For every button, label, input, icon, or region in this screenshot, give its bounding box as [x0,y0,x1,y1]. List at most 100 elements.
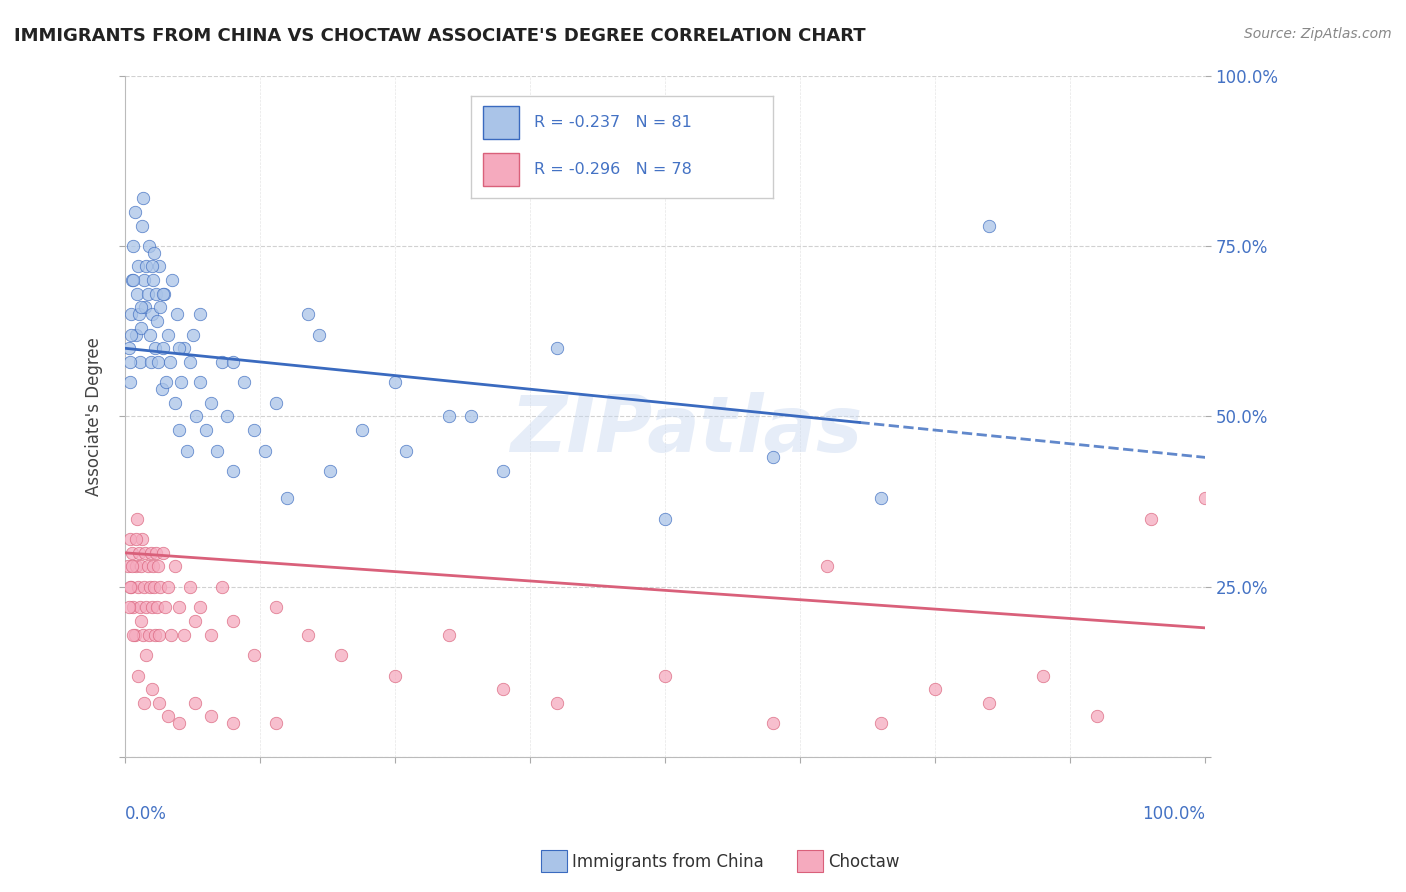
Point [125,286,148,301]
Point [129,600,152,615]
Point [127,260,149,274]
Point [145,286,167,301]
Point [142,273,165,287]
Point [143,580,166,594]
Point [232,376,254,390]
Point [118,600,141,615]
Point [152,286,174,301]
Point [120,327,142,342]
Point [1032,668,1054,682]
Point [146,314,169,328]
Point [492,464,515,478]
Point [148,628,170,642]
Point [122,273,145,287]
Point [135,600,157,615]
Point [149,580,172,594]
Text: 100.0%: 100.0% [1142,805,1205,823]
Point [128,307,150,321]
Point [762,716,785,731]
Point [121,546,143,560]
Point [124,628,146,642]
Text: IMMIGRANTS FROM CHINA VS CHOCTAW ASSOCIATE'S DEGREE CORRELATION CHART: IMMIGRANTS FROM CHINA VS CHOCTAW ASSOCIA… [14,27,866,45]
Point [157,709,180,723]
Point [184,614,207,628]
Point [135,260,157,274]
Point [149,301,172,315]
Point [222,355,245,369]
Point [200,396,222,410]
Point [129,301,152,315]
Point [148,559,170,574]
Point [167,716,190,731]
Point [276,491,298,506]
Point [254,443,277,458]
Point [205,443,228,458]
Point [157,580,180,594]
Point [924,682,946,697]
Point [121,273,143,287]
Point [173,341,195,355]
Point [120,532,142,546]
Point [122,628,145,642]
Point [136,286,159,301]
Point [127,668,149,682]
Point [134,580,156,594]
Point [184,696,207,710]
Point [319,464,342,478]
Point [134,546,156,560]
Point [200,709,222,723]
Point [654,668,676,682]
Point [138,239,160,253]
Point [120,307,142,321]
Point [141,682,163,697]
Point [143,245,166,260]
Point [129,355,152,369]
Point [129,559,152,574]
Point [129,321,152,335]
Point [134,273,156,287]
Point [148,696,170,710]
Point [166,307,188,321]
Point [142,559,165,574]
Point [167,341,190,355]
Point [152,286,174,301]
Point [163,396,186,410]
Point [139,355,162,369]
Point [184,409,207,424]
Text: 0.0%: 0.0% [125,805,167,823]
Point [141,260,163,274]
Point [146,600,169,615]
Point [143,628,166,642]
Point [124,327,146,342]
Point [870,491,893,506]
Point [308,327,330,342]
Point [190,600,212,615]
Point [122,239,145,253]
Point [153,600,176,615]
Point [977,696,1000,710]
Point [654,512,676,526]
Point [145,546,167,560]
Point [152,546,174,560]
Point [136,559,159,574]
Point [329,648,352,662]
Point [222,716,245,731]
Point [546,696,568,710]
Point [124,559,146,574]
Point [160,628,183,642]
Point [170,376,193,390]
Point [176,443,198,458]
Point [122,600,145,615]
Point [190,307,212,321]
Point [1140,512,1163,526]
Point [120,580,142,594]
Point [264,716,287,731]
Point [141,600,163,615]
Point [217,409,239,424]
Point [1194,491,1216,506]
Point [125,512,148,526]
Point [264,600,287,615]
Point [138,580,160,594]
Point [120,355,142,369]
Point [129,614,152,628]
